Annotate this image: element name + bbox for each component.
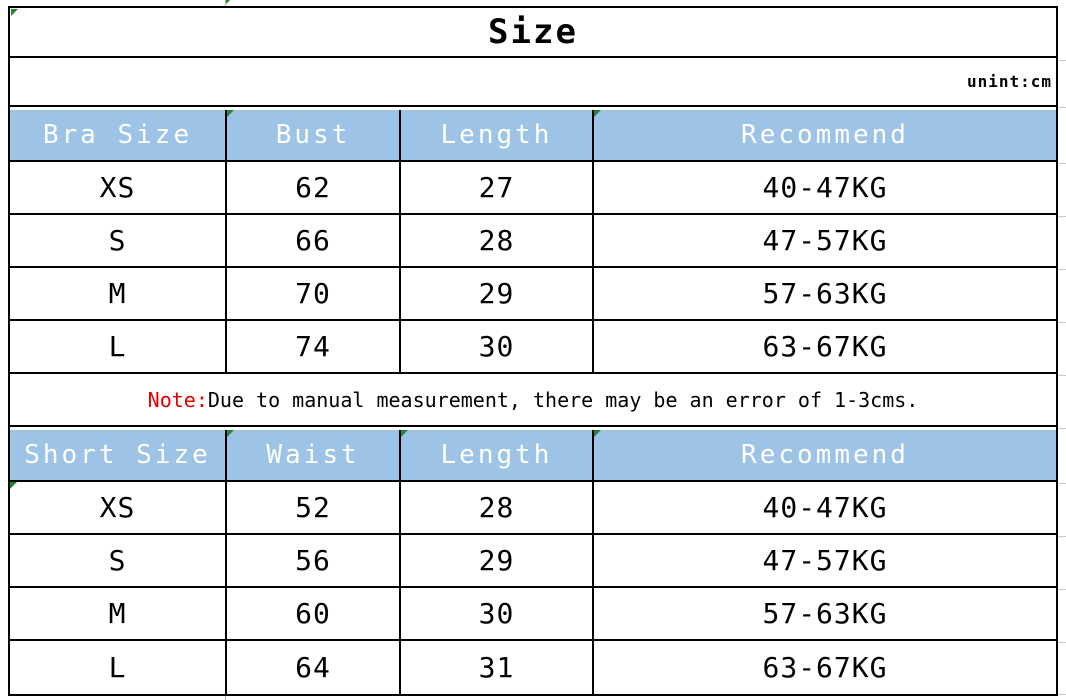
length-cell: 31 bbox=[401, 641, 594, 694]
gridline-stub bbox=[1058, 269, 1066, 270]
size-cell: S bbox=[10, 535, 227, 586]
recommend-cell: 63-67KG bbox=[762, 651, 888, 684]
length-cell: 28 bbox=[401, 215, 594, 266]
gridline-stub bbox=[1058, 107, 1066, 108]
title-row: Size bbox=[10, 8, 1056, 58]
gridline-stub bbox=[1058, 589, 1066, 590]
page-title: Size bbox=[488, 12, 578, 52]
header-cell-recommend: Recommend bbox=[594, 430, 1056, 480]
bust-cell: 62 bbox=[227, 162, 401, 213]
recommend-cell: 63-67KG bbox=[762, 330, 888, 363]
gridline-stub bbox=[1058, 163, 1066, 164]
header-cell-short-size: Short Size bbox=[10, 430, 227, 480]
recommend-cell: 47-57KG bbox=[762, 224, 888, 257]
table-row: M 70 29 57-63KG bbox=[10, 268, 1056, 321]
recommend-cell: 40-47KG bbox=[762, 171, 888, 204]
header-cell-recommend: Recommend bbox=[594, 110, 1056, 160]
note-row: Note:Due to manual measurement, there ma… bbox=[10, 374, 1056, 427]
gridline-stub bbox=[1058, 694, 1066, 695]
table-row: S 56 29 47-57KG bbox=[10, 535, 1056, 588]
header-cell-bust: Bust bbox=[227, 110, 401, 160]
gridline-stub bbox=[1058, 536, 1066, 537]
length-cell: 27 bbox=[401, 162, 594, 213]
unit-label: unint:cm bbox=[966, 72, 1052, 91]
measurement-note: Note:Due to manual measurement, there ma… bbox=[148, 388, 919, 412]
header-cell-length: Length bbox=[401, 110, 594, 160]
gridline-stub bbox=[1058, 60, 1066, 61]
bust-cell: 74 bbox=[227, 321, 401, 372]
length-cell: 29 bbox=[401, 535, 594, 586]
recommend-cell: 47-57KG bbox=[762, 544, 888, 577]
cell-flag-icon bbox=[226, 0, 230, 4]
size-chart-sheet: Size unint:cm Bra Size Bust Length Recom… bbox=[8, 6, 1058, 696]
table-row: L 64 31 63-67KG bbox=[10, 641, 1056, 694]
size-cell: M bbox=[10, 588, 227, 639]
size-cell: XS bbox=[10, 482, 227, 533]
gridline-stub bbox=[1058, 375, 1066, 376]
gridline-stub-top bbox=[225, 0, 226, 6]
size-cell: L bbox=[10, 321, 227, 372]
header-cell-bra-size: Bra Size bbox=[10, 110, 227, 160]
gridline-stub bbox=[1058, 483, 1066, 484]
size-cell: XS bbox=[10, 162, 227, 213]
recommend-cell: 57-63KG bbox=[762, 277, 888, 310]
size-cell: S bbox=[10, 215, 227, 266]
gridline-stub bbox=[1058, 216, 1066, 217]
table-row: M 60 30 57-63KG bbox=[10, 588, 1056, 641]
table-row: S 66 28 47-57KG bbox=[10, 215, 1056, 268]
table-row: XS 52 28 40-47KG bbox=[10, 482, 1056, 535]
short-table-header-row: Short Size Waist Length Recommend bbox=[10, 430, 1056, 482]
length-cell: 30 bbox=[401, 588, 594, 639]
waist-cell: 60 bbox=[227, 588, 401, 639]
table-row: XS 62 27 40-47KG bbox=[10, 162, 1056, 215]
recommend-cell: 40-47KG bbox=[762, 491, 888, 524]
size-cell: M bbox=[10, 268, 227, 319]
bra-table-header-row: Bra Size Bust Length Recommend bbox=[10, 110, 1056, 162]
note-body: Due to manual measurement, there may be … bbox=[207, 387, 919, 412]
waist-cell: 52 bbox=[227, 482, 401, 533]
gridline-stub-bottom bbox=[225, 696, 226, 700]
length-cell: 28 bbox=[401, 482, 594, 533]
gridline-stub bbox=[1058, 642, 1066, 643]
table-row: L 74 30 63-67KG bbox=[10, 321, 1056, 374]
length-cell: 29 bbox=[401, 268, 594, 319]
size-cell: L bbox=[10, 641, 227, 694]
recommend-cell: 57-63KG bbox=[762, 597, 888, 630]
bust-cell: 70 bbox=[227, 268, 401, 319]
unit-row: unint:cm bbox=[10, 58, 1056, 107]
bust-cell: 66 bbox=[227, 215, 401, 266]
header-cell-waist: Waist bbox=[227, 430, 401, 480]
gridline-stub bbox=[1058, 428, 1066, 429]
waist-cell: 64 bbox=[227, 641, 401, 694]
note-prefix: Note: bbox=[147, 387, 208, 412]
header-cell-length: Length bbox=[401, 430, 594, 480]
gridline-stub bbox=[1058, 322, 1066, 323]
length-cell: 30 bbox=[401, 321, 594, 372]
waist-cell: 56 bbox=[227, 535, 401, 586]
